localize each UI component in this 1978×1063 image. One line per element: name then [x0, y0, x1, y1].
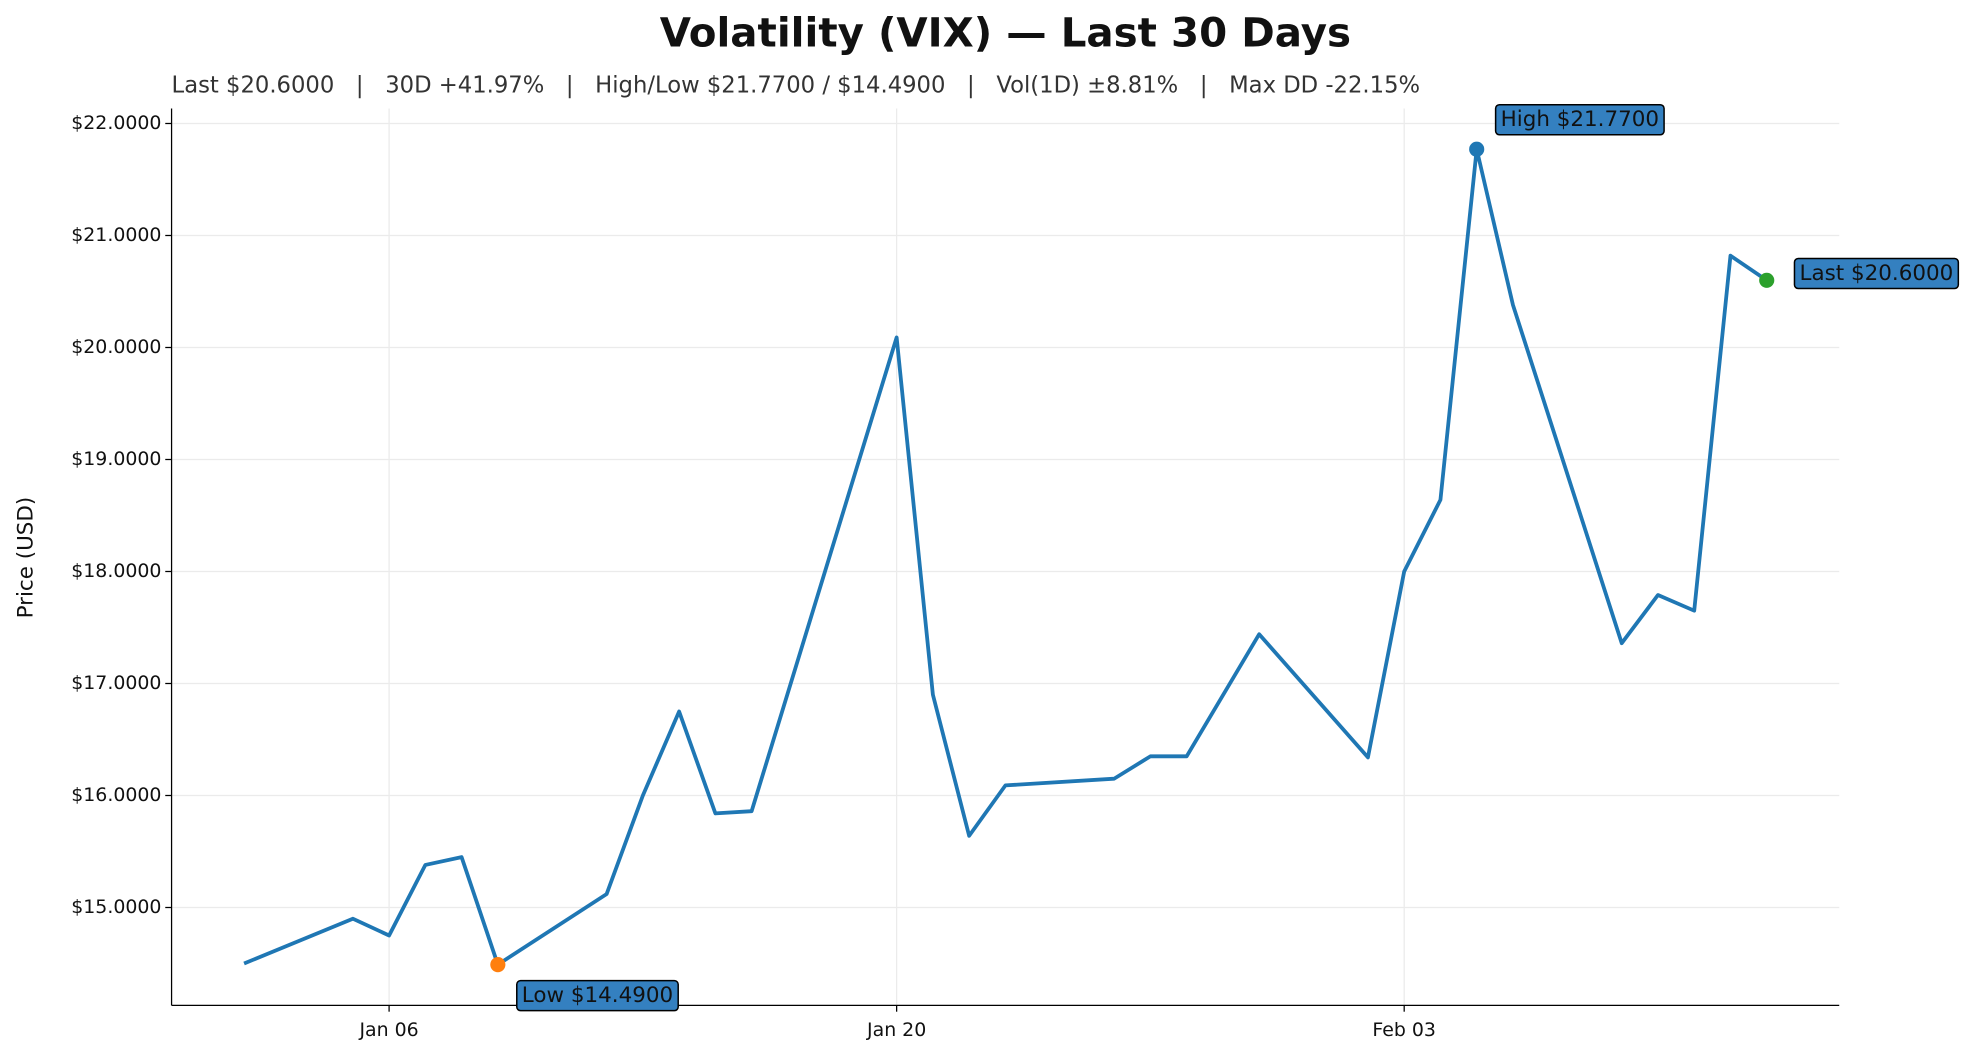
annotation-box [1494, 103, 1665, 136]
annotation: High $21.7700 [1494, 103, 1665, 136]
x-tick-label: Feb 03 [1372, 1019, 1436, 1041]
y-tick-label: $20.0000 [71, 336, 161, 358]
y-tick-label: $22.0000 [71, 112, 161, 134]
x-tick-label: Jan 20 [866, 1019, 926, 1041]
y-tick-label: $21.0000 [71, 224, 161, 246]
annotation: Last $20.6000 [1793, 257, 1960, 290]
annotation-marker [1759, 272, 1775, 288]
chart-title: Volatility (VIX) — Last 30 Days [660, 9, 1351, 56]
y-tick-label: $18.0000 [71, 560, 161, 582]
y-tick-label: $16.0000 [71, 784, 161, 806]
annotation-label: High $21.7700 [1501, 107, 1659, 132]
annotation-label: Low $14.4900 [522, 983, 673, 1008]
chart-subtitle: Last $20.6000 | 30D +41.97% | High/Low $… [172, 72, 1421, 98]
annotation-marker [1469, 141, 1485, 157]
series-line [243, 147, 1768, 967]
y-axis-label: Price (USD) [14, 497, 39, 619]
y-tick-label: $19.0000 [71, 448, 161, 470]
y-tick-label: $17.0000 [71, 672, 161, 694]
annotation-box [1793, 257, 1960, 290]
x-tick-label: Jan 06 [358, 1019, 418, 1041]
annotation: Low $14.4900 [516, 979, 679, 1012]
annotation-marker [490, 957, 506, 973]
annotation-box [516, 979, 679, 1012]
annotation-label: Last $20.6000 [1800, 261, 1954, 286]
y-tick-label: $15.0000 [71, 896, 161, 918]
